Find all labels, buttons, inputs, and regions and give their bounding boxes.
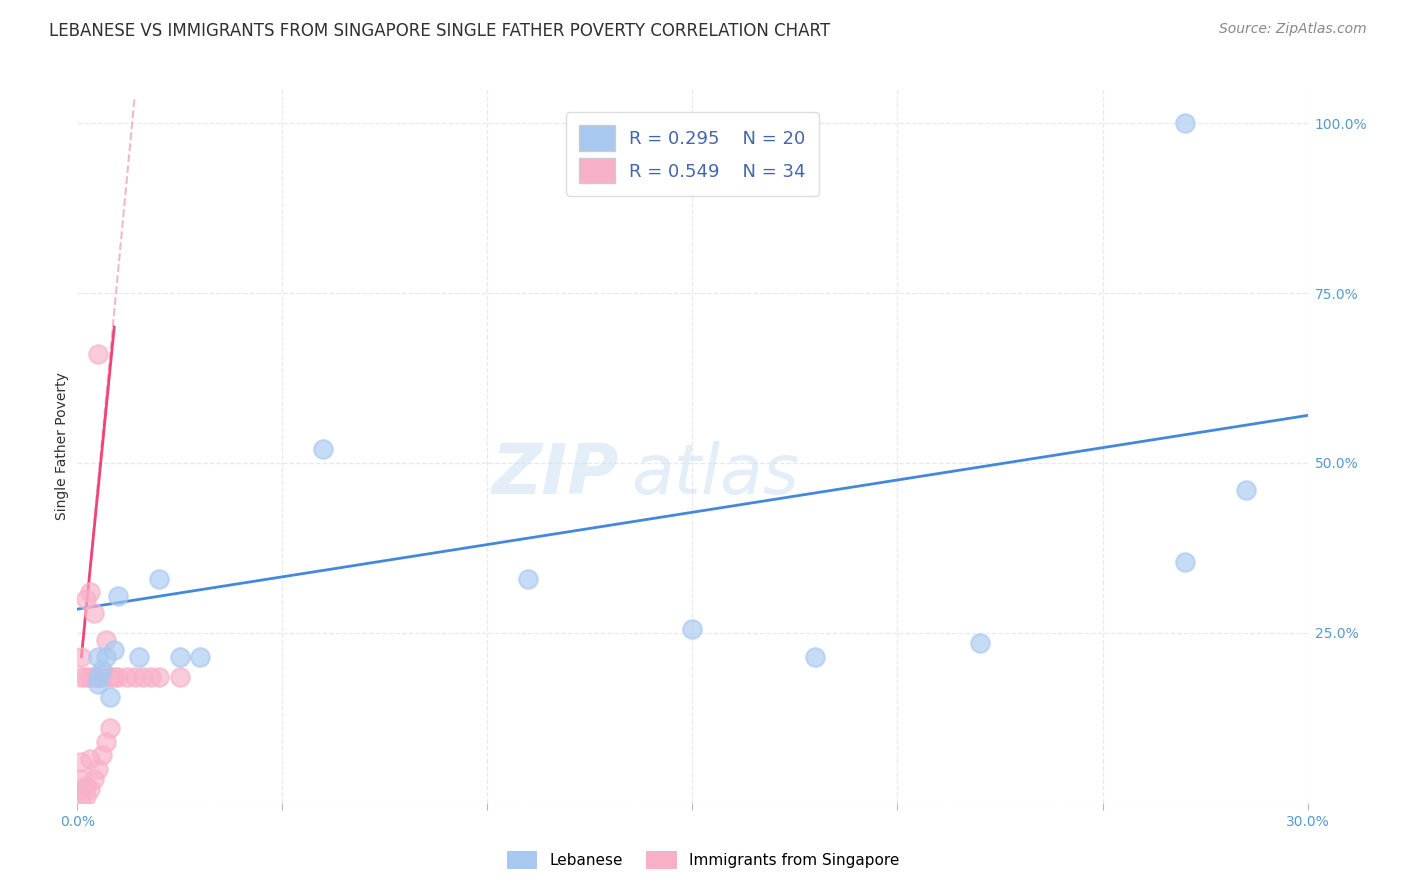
Point <box>90 670 114 684</box>
Y-axis label: Single Father Poverty: Single Father Poverty <box>55 372 69 520</box>
Point <box>90 748 114 763</box>
Point <box>75 591 97 606</box>
Text: Source: ZipAtlas.com: Source: ZipAtlas.com <box>1219 22 1367 37</box>
Point <box>1234 483 1257 498</box>
Point <box>83 670 105 684</box>
Point <box>141 670 163 684</box>
Point <box>98 670 121 684</box>
Point <box>132 670 155 684</box>
Point <box>75 779 97 793</box>
Point <box>70 772 93 786</box>
Point <box>75 789 97 803</box>
Point <box>87 670 110 684</box>
Point <box>98 721 121 735</box>
Point <box>1174 555 1197 569</box>
Text: LEBANESE VS IMMIGRANTS FROM SINGAPORE SINGLE FATHER POVERTY CORRELATION CHART: LEBANESE VS IMMIGRANTS FROM SINGAPORE SI… <box>49 22 831 40</box>
Point <box>103 643 125 657</box>
Point <box>83 606 105 620</box>
Point <box>169 670 191 684</box>
Point <box>87 670 110 684</box>
Point <box>969 636 991 650</box>
Point <box>682 623 704 637</box>
Point <box>107 670 129 684</box>
Point <box>87 677 110 691</box>
Point <box>124 670 146 684</box>
Text: ZIP: ZIP <box>491 441 619 508</box>
Point <box>169 649 191 664</box>
Point <box>517 572 540 586</box>
Legend: R = 0.295    N = 20, R = 0.549    N = 34: R = 0.295 N = 20, R = 0.549 N = 34 <box>567 112 818 196</box>
Point <box>70 782 93 797</box>
Point <box>148 670 170 684</box>
Point <box>79 782 101 797</box>
Point <box>87 649 110 664</box>
Point <box>87 762 110 776</box>
Point <box>90 663 114 677</box>
Point <box>188 649 212 664</box>
Point <box>804 649 827 664</box>
Point <box>94 649 117 664</box>
Point <box>75 670 97 684</box>
Point <box>128 649 150 664</box>
Point <box>70 792 93 806</box>
Point <box>79 670 101 684</box>
Point <box>107 589 129 603</box>
Point <box>70 755 93 769</box>
Point <box>79 585 101 599</box>
Point <box>79 751 101 765</box>
Point <box>148 572 170 586</box>
Point <box>87 347 110 361</box>
Point <box>312 442 335 457</box>
Point <box>70 670 93 684</box>
Point <box>83 772 105 786</box>
Point <box>94 734 117 748</box>
Point <box>103 670 125 684</box>
Point <box>94 632 117 647</box>
Point <box>115 670 138 684</box>
Point <box>1174 116 1197 130</box>
Text: atlas: atlas <box>631 441 799 508</box>
Point <box>70 649 93 664</box>
Legend: Lebanese, Immigrants from Singapore: Lebanese, Immigrants from Singapore <box>501 845 905 875</box>
Point <box>98 690 121 705</box>
